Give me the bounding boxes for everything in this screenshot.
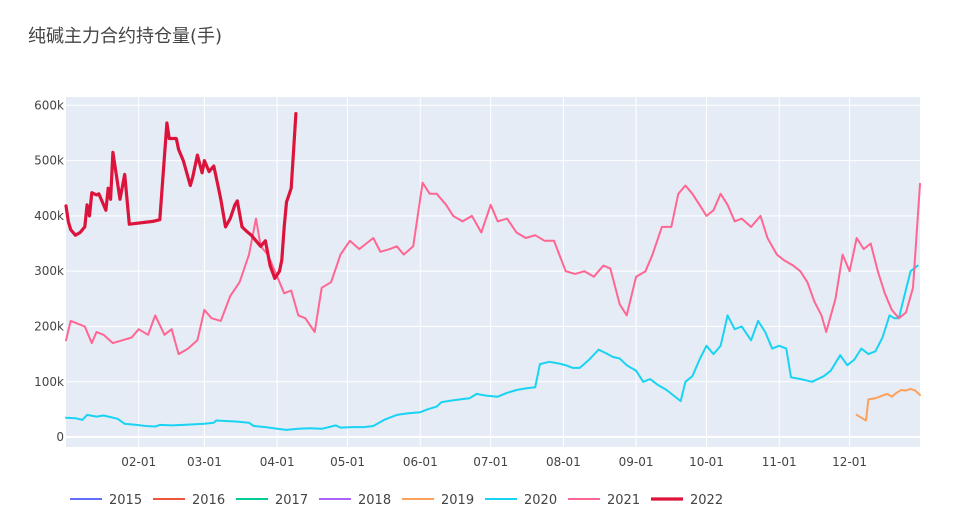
y-tick-label: 100k bbox=[34, 375, 64, 389]
legend-item-2016[interactable]: 2016 bbox=[153, 493, 225, 508]
legend-item-2019[interactable]: 2019 bbox=[402, 493, 474, 508]
chart-title: 纯碱主力合约持仓量(手) bbox=[28, 26, 222, 47]
legend-item-2022[interactable]: 2022 bbox=[651, 493, 723, 508]
legend-label: 2021 bbox=[607, 493, 640, 508]
x-axis: 02-01 03-01 04-01 05-01 06-01 07-01 08-01 09-01… bbox=[121, 455, 867, 469]
legend-item-2020[interactable]: 2020 bbox=[485, 493, 557, 508]
x-tick-label: 04-01 bbox=[260, 455, 295, 469]
series-lines bbox=[64, 112, 921, 431]
series-line-2022 bbox=[64, 112, 298, 280]
legend[interactable]: 2015 2016 2017 2018 2019 2020 2021 2022 bbox=[70, 493, 723, 508]
legend-label: 2020 bbox=[524, 493, 557, 508]
legend-label: 2016 bbox=[192, 493, 225, 508]
legend-item-2017[interactable]: 2017 bbox=[236, 493, 308, 508]
x-tick-label: 06-01 bbox=[403, 455, 438, 469]
legend-label: 2017 bbox=[275, 493, 308, 508]
legend-item-2015[interactable]: 2015 bbox=[70, 493, 142, 508]
x-tick-label: 12-01 bbox=[832, 455, 867, 469]
y-tick-label: 500k bbox=[34, 154, 64, 168]
series-line-2019 bbox=[855, 387, 921, 422]
y-tick-label: 0 bbox=[56, 430, 64, 444]
x-tick-label: 02-01 bbox=[121, 455, 156, 469]
legend-item-2018[interactable]: 2018 bbox=[319, 493, 391, 508]
y-axis: 0 100k 200k 300k 400k 500k 600k bbox=[34, 98, 64, 444]
x-tick-label: 03-01 bbox=[187, 455, 222, 469]
legend-label: 2019 bbox=[441, 493, 474, 508]
y-tick-label: 600k bbox=[34, 98, 64, 112]
x-tick-label: 08-01 bbox=[546, 455, 581, 469]
y-tick-label: 200k bbox=[34, 319, 64, 333]
series-line-2020 bbox=[65, 264, 919, 431]
legend-item-2021[interactable]: 2021 bbox=[568, 493, 640, 508]
x-tick-label: 11-01 bbox=[762, 455, 797, 469]
x-tick-label: 05-01 bbox=[330, 455, 365, 469]
x-tick-label: 09-01 bbox=[619, 455, 654, 469]
legend-label: 2018 bbox=[358, 493, 391, 508]
x-tick-label: 07-01 bbox=[473, 455, 508, 469]
legend-label: 2022 bbox=[690, 493, 723, 508]
legend-label: 2015 bbox=[109, 493, 142, 508]
y-tick-label: 400k bbox=[34, 209, 64, 223]
plot-area bbox=[66, 97, 920, 447]
y-tick-label: 300k bbox=[34, 264, 64, 278]
series-line-2021 bbox=[65, 181, 921, 356]
x-tick-label: 10-01 bbox=[689, 455, 724, 469]
